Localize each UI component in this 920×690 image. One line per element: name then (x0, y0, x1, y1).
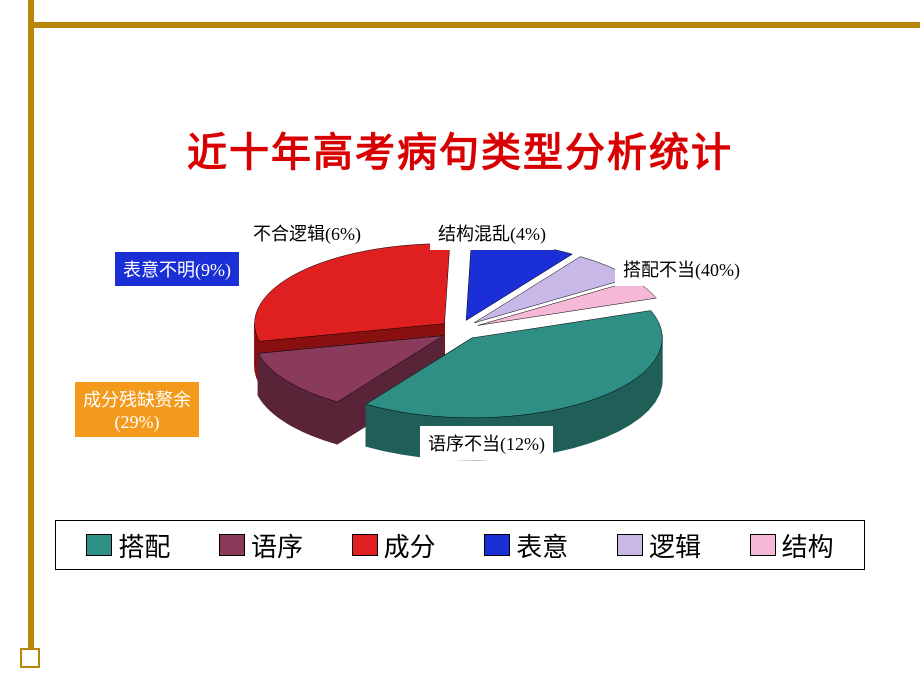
legend-label: 逻辑 (649, 527, 701, 564)
legend-swatch (750, 534, 776, 556)
slice-label-chengfen: 成分残缺赘余 (29%) (75, 382, 199, 437)
slice-label-jiegou: 结构混乱(4%) (430, 216, 554, 250)
slice-label-dapei: 搭配不当(40%) (615, 252, 748, 286)
legend-swatch (219, 534, 245, 556)
legend-label: 表意 (516, 527, 568, 564)
legend-label: 成分 (384, 527, 436, 564)
frame-top (34, 22, 920, 28)
legend-swatch (86, 534, 112, 556)
slice-label-yuxu: 语序不当(12%) (420, 426, 553, 460)
legend-item: 搭配 (86, 527, 170, 564)
legend-label: 搭配 (118, 527, 170, 564)
legend-item: 成分 (352, 527, 436, 564)
legend-item: 表意 (484, 527, 568, 564)
frame-left (28, 0, 34, 656)
legend-label: 语序 (251, 527, 303, 564)
frame-corner (20, 648, 40, 668)
legend-item: 逻辑 (617, 527, 701, 564)
legend: 搭配 语序 成分 表意 逻辑 结构 (55, 520, 865, 570)
slice-label-biaoyi: 表意不明(9%) (115, 252, 239, 286)
legend-swatch (352, 534, 378, 556)
legend-item: 语序 (219, 527, 303, 564)
pie-chart: 搭配不当(40%) 语序不当(12%) 成分残缺赘余 (29%) 表意不明(9%)不合… (60, 200, 860, 480)
legend-swatch (484, 534, 510, 556)
legend-swatch (617, 534, 643, 556)
slice-label-luoji: 不合逻辑(6%) (245, 216, 369, 250)
legend-label: 结构 (782, 527, 834, 564)
chart-title: 近十年高考病句类型分析统计 (0, 120, 920, 178)
legend-item: 结构 (750, 527, 834, 564)
